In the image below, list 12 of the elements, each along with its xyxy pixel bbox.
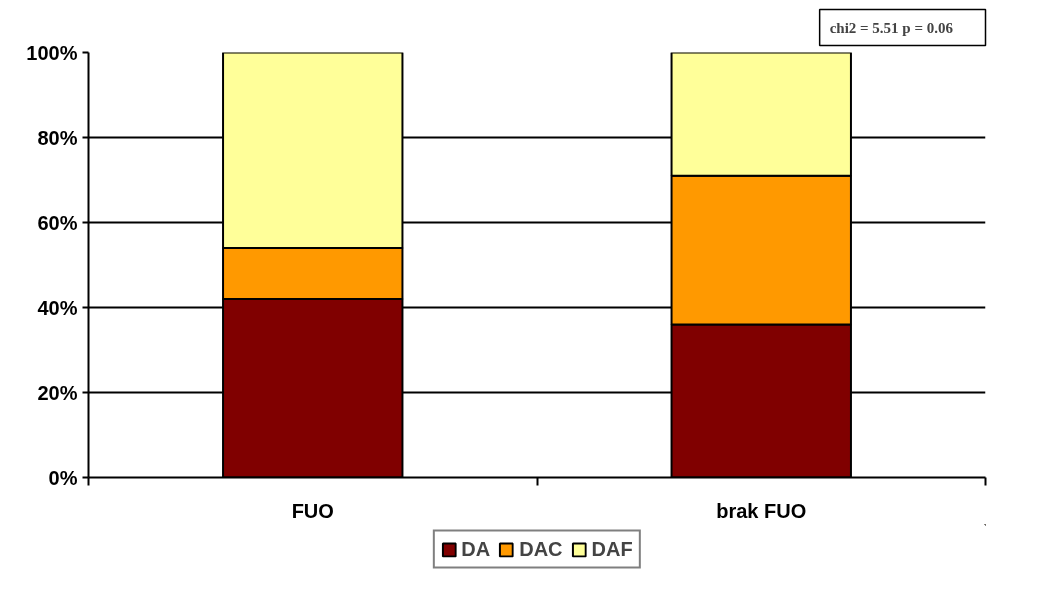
legend-label: DAC (519, 537, 563, 561)
x-tick-label: brak FUO (716, 499, 807, 522)
y-tick-label: 100% (26, 41, 78, 64)
y-tick-label: 80% (37, 126, 78, 149)
y-tick-label: 40% (37, 296, 78, 319)
x-tick-label: FUO (291, 499, 334, 522)
text: chi2 = 5.51 p = 0.06 (829, 19, 954, 36)
y-tick-label: 60% (37, 211, 78, 234)
y-tick-label: 0% (48, 466, 78, 489)
legend-label: DAF (591, 537, 633, 561)
legend-label: DA (461, 537, 491, 561)
y-tick-label: 20% (37, 381, 78, 404)
